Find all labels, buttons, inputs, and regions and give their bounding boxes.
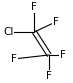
Text: F: F <box>60 50 66 60</box>
Text: F: F <box>11 54 17 64</box>
Text: F: F <box>31 2 37 12</box>
Text: F: F <box>53 17 59 27</box>
Text: F: F <box>46 71 52 81</box>
Text: Cl: Cl <box>3 27 14 37</box>
